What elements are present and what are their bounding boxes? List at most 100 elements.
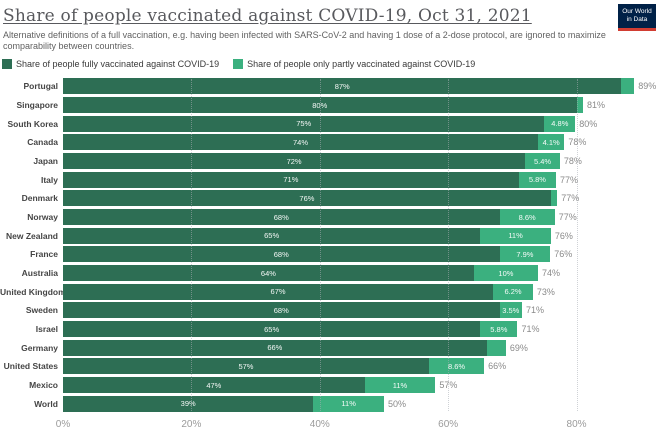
bar-segment-fully-vaccinated[interactable]: 65%	[63, 227, 481, 244]
bar-segment-fully-vaccinated[interactable]: 87%	[63, 78, 622, 95]
bar-row: United States 57% 8.6% 66%	[0, 357, 660, 376]
country-label: Norway	[27, 212, 58, 223]
bar-segment-fully-vaccinated[interactable]: 39%	[63, 395, 314, 412]
bar-segment-partly-vaccinated[interactable]: 4.1%	[538, 134, 565, 151]
total-value-label: 78%	[563, 156, 582, 167]
bar-track: 67% 6.2% 73%	[63, 283, 660, 300]
bar-value-label: 57%	[238, 361, 254, 371]
bar-track: 68% 3.5% 71%	[63, 302, 660, 319]
bar-segment-fully-vaccinated[interactable]: 57%	[63, 358, 429, 375]
total-value-label: 50%	[387, 398, 406, 409]
bar-segment-partly-vaccinated[interactable]: 6.2%	[493, 283, 533, 300]
bar-row: Norway 68% 8.6% 77%	[0, 208, 660, 227]
total-value-label: 76%	[554, 249, 573, 260]
bar-segment-partly-vaccinated[interactable]: 8.6%	[499, 209, 555, 226]
country-label: Portugal	[23, 81, 58, 92]
bar-value-label: 72%	[286, 156, 302, 166]
country-label: World	[34, 398, 58, 409]
bar-segment-partly-vaccinated[interactable]: 8.6%	[428, 358, 485, 375]
bar-row: Australia 64% 10% 74%	[0, 264, 660, 283]
bar-segment-fully-vaccinated[interactable]: 71%	[63, 171, 519, 188]
bar-value-label: 4.8%	[551, 119, 569, 129]
bar-segment-partly-vaccinated[interactable]	[550, 190, 558, 207]
owid-logo-line1: Our World	[622, 8, 652, 15]
total-value-label: 77%	[558, 212, 577, 223]
bar-segment-partly-vaccinated[interactable]	[576, 97, 583, 113]
bar-segment-fully-vaccinated[interactable]: 74%	[63, 134, 539, 151]
bar-track: 65% 5.8% 71%	[63, 321, 660, 338]
bar-segment-fully-vaccinated[interactable]: 72%	[63, 153, 526, 170]
bar-row: United Kingdom 67% 6.2% 73%	[0, 282, 660, 301]
bar-segment-partly-vaccinated[interactable]: 10%	[473, 265, 539, 282]
bar-track: 68% 7.9% 76%	[63, 246, 660, 263]
bar-row: Portugal 87% 89%	[0, 77, 660, 96]
bar-row: Israel 65% 5.8% 71%	[0, 320, 660, 339]
owid-logo[interactable]: Our World in Data	[618, 4, 656, 31]
bar-segment-fully-vaccinated[interactable]: 66%	[63, 339, 487, 356]
bar-value-label: 68%	[273, 305, 289, 315]
country-label: United States	[3, 361, 58, 372]
bar-row: Sweden 68% 3.5% 71%	[0, 301, 660, 320]
bar-segment-fully-vaccinated[interactable]: 75%	[63, 115, 545, 132]
bar-track: 66% 69%	[63, 339, 660, 356]
country-label: Australia	[21, 268, 58, 279]
bar-value-label: 7.9%	[516, 249, 534, 259]
bar-row: France 68% 7.9% 76%	[0, 245, 660, 264]
bar-row: Singapore 80% 81%	[0, 96, 660, 115]
bar-value-label: 68%	[273, 249, 289, 259]
bar-segment-fully-vaccinated[interactable]: 64%	[63, 265, 474, 282]
x-axis: 0% 20% 40% 60% 80%	[56, 417, 660, 437]
bar-segment-partly-vaccinated[interactable]: 11%	[364, 377, 436, 394]
chart-subtitle-line1: Alternative definitions of a full vaccin…	[3, 30, 606, 40]
bar-track: 71% 5.8% 77%	[63, 171, 660, 188]
bar-value-label: 5.8%	[528, 175, 546, 185]
bar-segment-fully-vaccinated[interactable]: 80%	[63, 97, 577, 113]
country-label: South Korea	[7, 118, 58, 129]
legend-item-partly-vaccinated[interactable]: Share of people only partly vaccinated a…	[233, 59, 475, 69]
total-value-label: 71%	[525, 305, 544, 316]
bar-track: 65% 11% 76%	[63, 227, 660, 244]
bar-segment-partly-vaccinated[interactable]: 3.5%	[499, 302, 522, 319]
bar-row: Mexico 47% 11% 57%	[0, 376, 660, 395]
bar-row: Germany 66% 69%	[0, 338, 660, 357]
bar-segment-partly-vaccinated[interactable]: 5.8%	[518, 171, 556, 188]
bar-segment-partly-vaccinated[interactable]: 11%	[480, 227, 551, 244]
bar-track: 80% 81%	[63, 97, 660, 113]
bar-value-label: 80%	[312, 100, 328, 110]
bar-row: South Korea 75% 4.8% 80%	[0, 114, 660, 133]
bar-value-label: 71%	[283, 175, 299, 185]
country-label: Sweden	[25, 305, 58, 316]
bar-segment-fully-vaccinated[interactable]: 68%	[63, 246, 500, 263]
bar-segment-partly-vaccinated[interactable]	[621, 78, 635, 95]
bar-segment-partly-vaccinated[interactable]	[486, 339, 506, 356]
bar-value-label: 65%	[264, 231, 280, 241]
legend-item-fully-vaccinated[interactable]: Share of people fully vaccinated against…	[2, 59, 219, 69]
bar-track: 74% 4.1% 78%	[63, 134, 660, 151]
bar-segment-partly-vaccinated[interactable]: 7.9%	[499, 246, 551, 263]
bar-segment-fully-vaccinated[interactable]: 68%	[63, 209, 500, 226]
bar-segment-partly-vaccinated[interactable]: 11%	[313, 395, 384, 412]
bar-segment-partly-vaccinated[interactable]: 5.4%	[525, 153, 560, 170]
bar-segment-fully-vaccinated[interactable]: 68%	[63, 302, 500, 319]
bar-value-label: 4.1%	[542, 137, 560, 147]
bar-segment-partly-vaccinated[interactable]: 5.8%	[480, 321, 518, 338]
chart-title[interactable]: Share of people vaccinated against COVID…	[3, 6, 532, 26]
bar-chart: Portugal 87% 89% Singapore 80% 81% South Korea…	[0, 77, 660, 437]
bar-track: 57% 8.6% 66%	[63, 358, 660, 375]
chart-subtitle: Alternative definitions of a full vaccin…	[3, 30, 614, 51]
country-label: Canada	[27, 137, 58, 148]
legend-label: Share of people fully vaccinated against…	[16, 59, 220, 69]
bar-segment-partly-vaccinated[interactable]: 4.8%	[544, 115, 576, 132]
bar-value-label: 8.6%	[447, 361, 466, 371]
bar-value-label: 64%	[260, 268, 276, 278]
bar-segment-fully-vaccinated[interactable]: 47%	[63, 377, 365, 394]
bar-value-label: 6.2%	[504, 287, 522, 297]
bar-value-label: 3.5%	[502, 305, 520, 315]
bar-segment-fully-vaccinated[interactable]: 76%	[63, 190, 551, 207]
bar-segment-fully-vaccinated[interactable]: 65%	[63, 321, 481, 338]
total-value-label: 89%	[638, 81, 657, 92]
bar-segment-fully-vaccinated[interactable]: 67%	[63, 283, 494, 300]
x-axis-tick-label: 60%	[438, 419, 459, 430]
x-axis-tick-label: 20%	[181, 419, 202, 430]
